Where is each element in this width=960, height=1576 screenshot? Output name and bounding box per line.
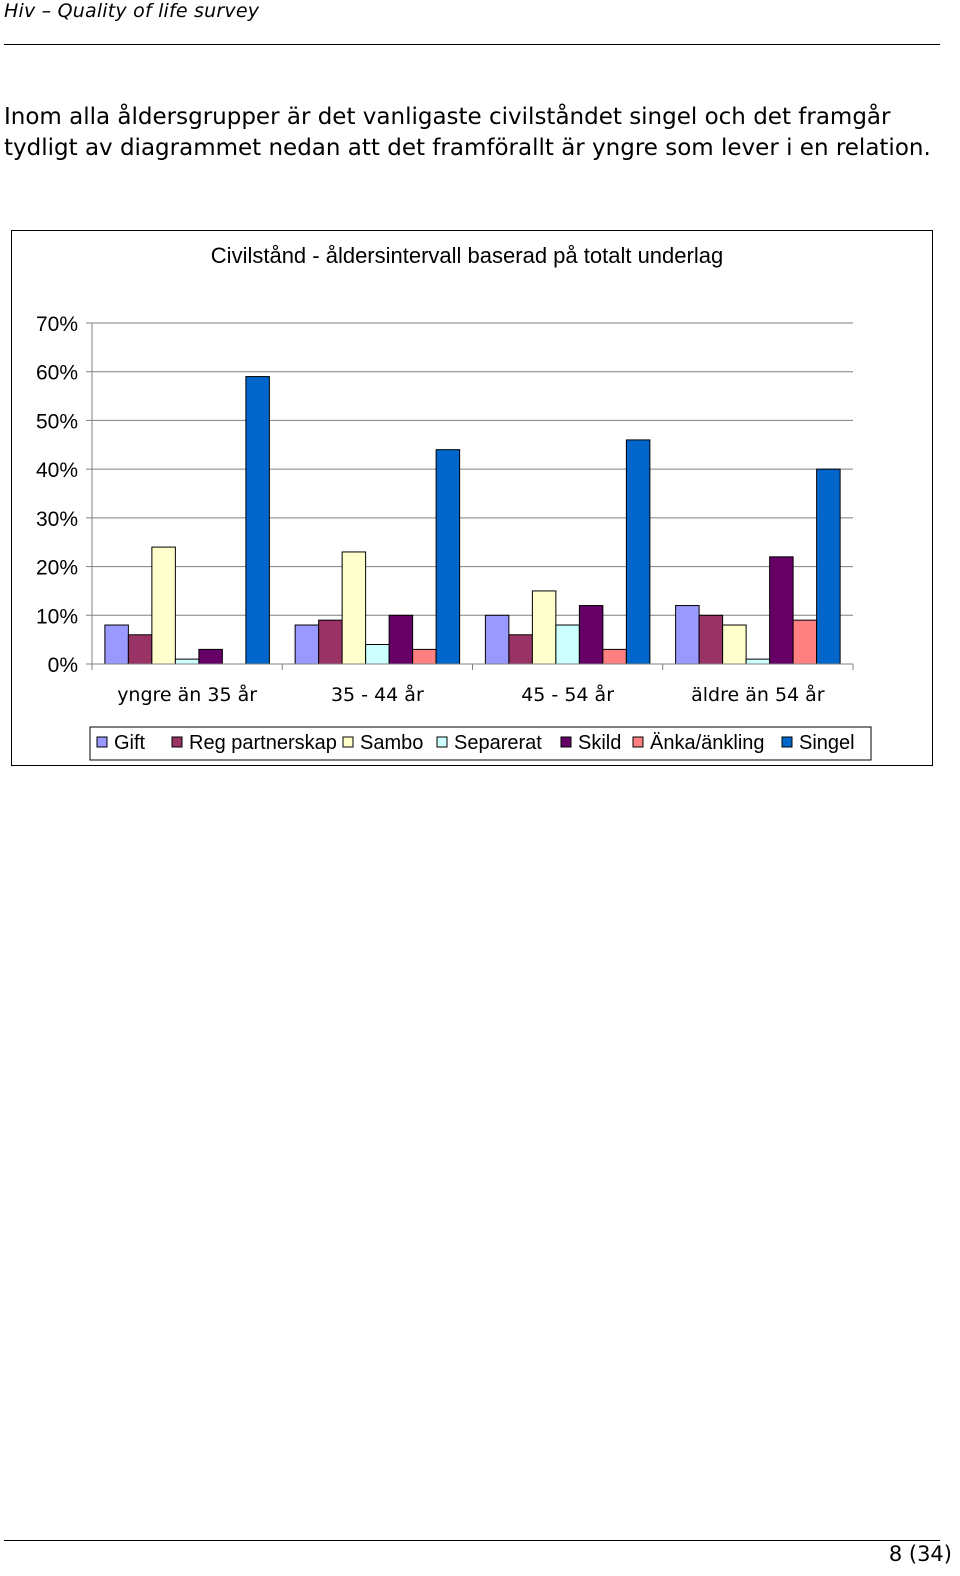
bars [104,376,841,665]
legend-swatch [96,736,108,748]
y-tick-label: 10% [36,605,78,628]
bar [341,551,367,665]
y-tick-label: 30% [36,508,78,531]
bar [318,619,343,665]
chart-frame [11,230,933,766]
legend: Gift Reg partnerskap Sambo Separerat Skild Än… [89,726,872,761]
legend-swatch [171,736,183,748]
bar [769,556,794,665]
bar [816,468,841,665]
y-tick-label: 60% [36,362,78,385]
x-axis-ticks: yngre än 35 år 35 - 44 år 45 - 54 år äldre … [91,664,854,706]
bar [198,648,223,665]
body-paragraph: Inom alla åldersgrupper är det vanligast… [4,104,931,161]
bar [675,605,700,665]
bar [365,644,390,665]
legend-label: Sambo [360,732,423,754]
y-tick-label: 40% [36,459,78,482]
bar [531,590,557,665]
footer-divider [4,1540,940,1541]
header-divider [4,44,940,45]
bar [484,614,510,665]
y-tick-label: 50% [36,410,78,433]
bar [625,439,651,665]
y-tick-label: 20% [36,557,78,580]
axes [91,323,853,665]
legend-label: Änka/änkling [650,732,765,754]
chart-title: Civilstånd - åldersintervall baserad på … [211,243,723,268]
bar [578,605,604,665]
bar [412,648,437,665]
y-axis-ticks: 0% 10% 20% 30% 40% 50% 60% 70% [36,313,92,677]
legend-swatch [781,736,793,748]
bar [698,614,724,665]
legend-label: Singel [799,732,855,754]
gridlines [92,322,853,616]
legend-label: Reg partnerskap [189,732,337,754]
bar [745,658,771,665]
x-tick-label: 45 - 54 år [521,683,614,706]
bar [602,648,627,665]
legend-swatch [436,736,448,748]
bar [722,624,747,665]
legend-swatch [560,736,572,748]
bar [104,624,129,665]
legend-swatch [632,736,644,748]
legend-label: Skild [578,732,621,754]
legend-label: Gift [114,732,146,754]
bar [435,449,461,665]
page-number: 8 (34) [888,1542,952,1566]
bar [792,619,818,665]
bar [174,658,200,665]
bar [555,624,580,665]
bar [127,634,153,665]
bar [388,614,414,665]
legend-swatch [342,736,354,748]
y-tick-label: 70% [36,313,78,336]
bar [294,624,320,665]
legend-box [89,726,872,761]
legend-label: Separerat [454,732,542,754]
bar [151,546,176,665]
bar [508,634,533,665]
civilstand-bar-chart: Civilstånd - åldersintervall baserad på … [36,243,872,761]
document-header: Hiv – Quality of life survey [4,0,260,22]
y-tick-label: 0% [48,654,78,677]
x-tick-label: 35 - 44 år [331,683,424,706]
x-tick-label: yngre än 35 år [117,683,257,706]
bar [245,376,270,665]
x-tick-label: äldre än 54 år [691,683,825,706]
